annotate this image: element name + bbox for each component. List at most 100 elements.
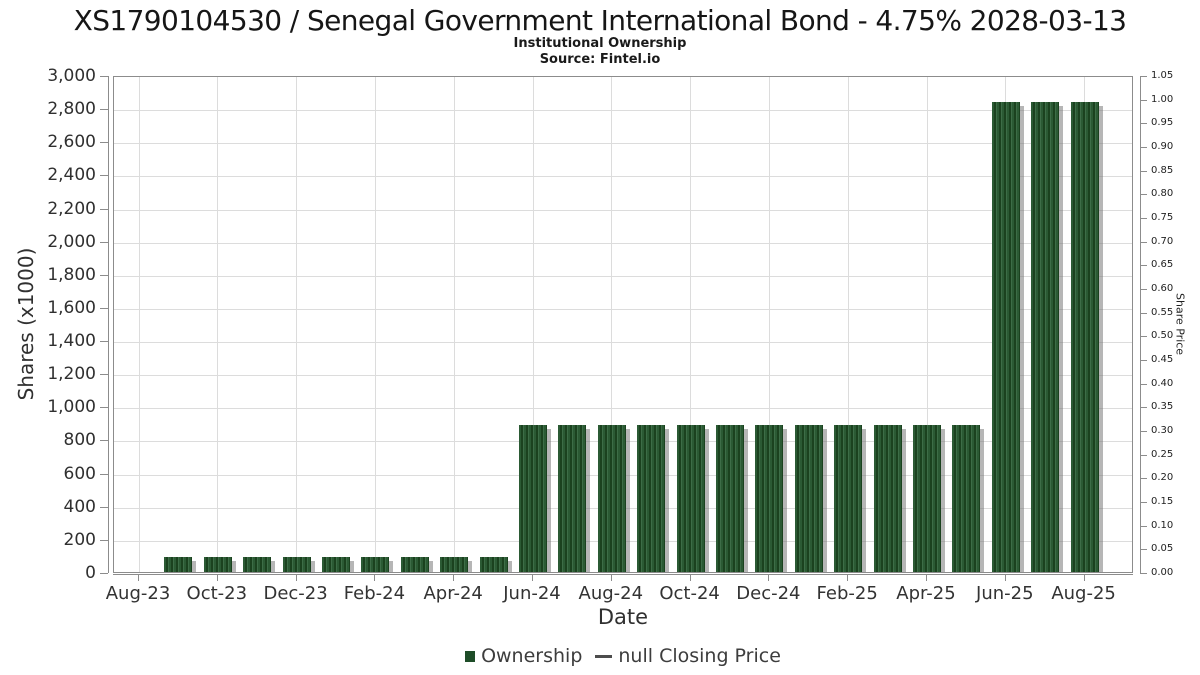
- left-axis-tick: [100, 274, 108, 276]
- right-axis-tick: [1140, 170, 1147, 172]
- left-axis-tick-label: 1,400: [47, 331, 96, 352]
- right-axis-tick: [1140, 194, 1147, 196]
- ownership-bar[interactable]: [716, 424, 744, 572]
- ownership-bar[interactable]: [1070, 101, 1099, 572]
- vertical-gridline: [217, 77, 219, 572]
- ownership-bar[interactable]: [676, 424, 705, 572]
- vertical-gridline: [690, 77, 692, 572]
- ownership-bar[interactable]: [834, 424, 863, 572]
- ownership-bar[interactable]: [361, 557, 390, 572]
- left-axis-tick: [100, 241, 108, 243]
- ownership-bar[interactable]: [991, 101, 1020, 572]
- x-axis-tick: [689, 574, 691, 581]
- vertical-gridline: [296, 77, 298, 572]
- ownership-bar[interactable]: [794, 424, 823, 572]
- horizontal-gridline: [114, 110, 1132, 112]
- ownership-bar[interactable]: [400, 557, 429, 572]
- vertical-gridline: [611, 77, 613, 572]
- right-axis-tick: [1140, 76, 1147, 77]
- x-axis-tick: [532, 574, 533, 581]
- left-axis-tick: [100, 109, 108, 111]
- x-axis-tick-label: Feb-25: [816, 583, 878, 604]
- ownership-bar[interactable]: [322, 557, 350, 572]
- left-axis-tick-label: 2,800: [47, 99, 96, 120]
- ownership-bar[interactable]: [164, 557, 193, 572]
- left-axis-tick-label: 0: [85, 563, 96, 583]
- right-axis-tick: [1140, 573, 1147, 574]
- right-axis-tick-label: 0.20: [1151, 472, 1174, 484]
- right-axis-tick-label: 0.55: [1151, 306, 1174, 318]
- right-axis-tick: [1140, 241, 1147, 243]
- ownership-bar[interactable]: [913, 424, 941, 572]
- right-axis-tick: [1140, 431, 1147, 432]
- left-axis-tick: [100, 539, 108, 541]
- left-axis-tick-label: 1,600: [47, 297, 96, 318]
- x-axis-tick: [1083, 574, 1085, 581]
- legend-item-ownership[interactable]: Ownership: [465, 645, 582, 667]
- vertical-gridline: [138, 77, 140, 572]
- vertical-gridline: [453, 77, 455, 572]
- horizontal-gridline: [114, 342, 1132, 344]
- right-axis-tick-label: 0.80: [1151, 188, 1174, 200]
- right-axis-tick: [1140, 478, 1147, 480]
- left-axis-tick-label: 400: [63, 496, 96, 517]
- ownership-bar[interactable]: [597, 424, 626, 572]
- legend-label-closing-price: null Closing Price: [618, 645, 781, 667]
- ownership-bar[interactable]: [755, 424, 784, 572]
- right-axis-tick-label: 0.60: [1151, 283, 1174, 294]
- left-axis-tick-label: 3,000: [47, 66, 96, 86]
- right-axis-tick: [1140, 123, 1147, 125]
- right-axis-tick: [1140, 549, 1147, 551]
- x-axis-tick-label: Aug-23: [105, 583, 171, 604]
- x-axis-tick-label: Dec-24: [736, 583, 801, 604]
- chart-title: XS1790104530 / Senegal Government Intern…: [73, 4, 1127, 37]
- ownership-bar[interactable]: [282, 557, 311, 572]
- right-axis-tick: [1140, 407, 1147, 409]
- right-axis-title: Share Price: [1173, 293, 1187, 356]
- left-axis-tick-label: 2,400: [47, 165, 96, 186]
- right-axis-tick-label: 0.95: [1151, 117, 1174, 129]
- ownership-bar[interactable]: [952, 424, 981, 572]
- x-axis-tick-label: Dec-23: [263, 583, 328, 604]
- right-axis-tick: [1140, 312, 1147, 314]
- closing-price-line-marker-icon: [595, 654, 613, 658]
- vertical-gridline: [768, 77, 770, 572]
- chart-subtitle: Institutional Ownership: [513, 36, 687, 51]
- x-axis-tick: [847, 574, 849, 581]
- x-axis-tick: [216, 574, 218, 581]
- x-axis-tick: [1004, 574, 1006, 581]
- left-axis-tick-label: 2,200: [47, 198, 96, 219]
- right-axis-tick-label: 0.70: [1151, 235, 1174, 247]
- left-axis-tick-label: 1,000: [47, 397, 96, 418]
- horizontal-gridline: [114, 242, 1132, 244]
- right-axis-tick-label: 0.45: [1151, 354, 1174, 365]
- right-axis-tick-label: 1.00: [1151, 93, 1174, 105]
- horizontal-gridline: [114, 209, 1132, 211]
- horizontal-gridline: [114, 143, 1132, 145]
- ownership-bar[interactable]: [637, 424, 666, 572]
- ownership-bar[interactable]: [479, 557, 508, 572]
- left-axis-spine: [108, 76, 109, 573]
- x-axis-tick: [610, 574, 612, 581]
- vertical-gridline: [926, 77, 928, 572]
- right-axis-spine: [1140, 76, 1141, 573]
- ownership-bar[interactable]: [873, 424, 902, 572]
- x-axis-tick: [453, 574, 455, 581]
- left-axis-title: Shares (x1000): [14, 247, 38, 401]
- x-axis-tick-label: Apr-24: [423, 583, 483, 604]
- right-axis-tick: [1140, 383, 1147, 385]
- right-axis-tick-label: 0.40: [1151, 377, 1174, 389]
- left-axis-tick-label: 2,000: [47, 231, 96, 252]
- left-axis-tick-label: 2,600: [47, 132, 96, 153]
- ownership-bar[interactable]: [558, 424, 587, 572]
- left-axis-tick: [100, 440, 108, 442]
- ownership-bar[interactable]: [203, 557, 232, 572]
- legend-item-closing-price[interactable]: null Closing Price: [595, 645, 781, 667]
- ownership-bar[interactable]: [440, 557, 469, 572]
- ownership-bar[interactable]: [1031, 101, 1060, 572]
- plot-area: [113, 76, 1133, 573]
- right-axis-tick: [1140, 360, 1147, 361]
- ownership-bar[interactable]: [519, 424, 547, 572]
- ownership-bar[interactable]: [243, 557, 272, 572]
